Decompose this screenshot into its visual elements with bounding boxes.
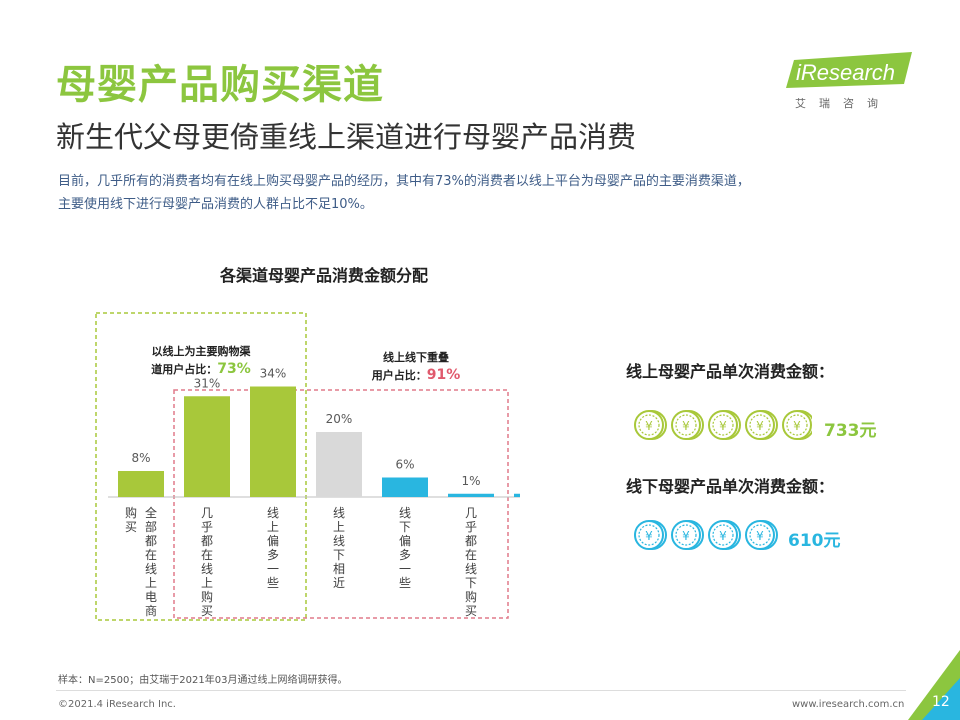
category-label-6: 几乎都在线下购买	[465, 506, 477, 618]
logo-wordmark: iResearch	[796, 60, 896, 85]
offline-coin-row: ¥ ¥ ¥ ¥	[634, 520, 778, 550]
svg-text:¥: ¥	[793, 419, 801, 433]
website-link[interactable]: www.iresearch.com.cn	[792, 699, 905, 710]
bar-6	[448, 493, 494, 497]
mixed-box-prefix: 用户占比：	[372, 368, 427, 382]
online-amount-heading: 线上母婴产品单次消费金额：	[626, 362, 835, 381]
online-amount-value: 733元	[824, 421, 877, 441]
category-label-1-line-1: 全部都在线上电商	[145, 505, 157, 618]
footer-divider	[56, 690, 906, 691]
offline-coin-icon-4: ¥	[745, 520, 778, 550]
mixed-box-line1: 线上线下重叠	[383, 350, 449, 364]
svg-text:¥: ¥	[756, 529, 764, 543]
logo-subtitle: 艾瑞咨询	[795, 97, 891, 110]
svg-text:¥: ¥	[719, 529, 727, 543]
online-coin-icon-1: ¥	[634, 410, 667, 440]
intro-line-2: 主要使用线下进行母婴产品消费的人群占比不足10%。	[58, 197, 373, 212]
page-title: 母婴产品购买渠道	[56, 62, 384, 108]
online-coin-icon-4: ¥	[745, 410, 778, 440]
bar-1	[118, 471, 164, 497]
category-label-3: 线上偏多一些	[267, 506, 279, 590]
svg-text:¥: ¥	[682, 529, 690, 543]
logo-banner-shape	[786, 52, 912, 88]
bar-value-label-3: 34%	[260, 367, 287, 381]
svg-text:¥: ¥	[645, 419, 653, 433]
page-number: 12	[932, 694, 950, 710]
category-label-4: 线上线下相近	[333, 506, 345, 590]
svg-text:¥: ¥	[645, 529, 653, 543]
bar-4	[316, 432, 362, 497]
online-coin-row: ¥ ¥ ¥ ¥ ¥	[634, 410, 812, 440]
svg-text:¥: ¥	[682, 419, 690, 433]
bar-value-label-5: 6%	[395, 458, 414, 472]
page-subtitle: 新生代父母更倚重线上渠道进行母婴产品消费	[56, 120, 637, 154]
bar-value-label-4: 20%	[326, 412, 353, 426]
mixed-share-value: 91%	[427, 367, 461, 383]
corner-decoration	[908, 650, 960, 720]
online-coin-icon-5: ¥	[782, 410, 812, 440]
category-label-1-line-2: 购买	[125, 505, 137, 534]
online-box-prefix: 道用户占比：	[151, 362, 217, 376]
offline-coin-icon-2: ¥	[671, 520, 704, 550]
chart-title: 各渠道母婴产品消费金额分配	[220, 266, 429, 285]
bar-7	[514, 493, 520, 497]
copyright-text: ©2021.4 iResearch Inc.	[58, 699, 176, 710]
category-label-5: 线下偏多一些	[399, 506, 411, 590]
svg-text:¥: ¥	[756, 419, 764, 433]
bar-value-label-6: 1%	[461, 474, 480, 488]
offline-coin-icon-3: ¥	[708, 520, 741, 550]
bar-2	[184, 396, 230, 497]
mixed-box-line2: 用户占比：91%	[372, 367, 461, 383]
online-share-value: 73%	[217, 361, 251, 377]
bar-5	[382, 477, 428, 497]
offline-amount-value: 610元	[788, 531, 841, 551]
online-group-box	[95, 312, 307, 621]
offline-amount-heading: 线下母婴产品单次消费金额：	[626, 477, 835, 496]
bar-chart: 以线上为主要购物渠 道用户占比：73% 线上线下重叠 用户占比：91% 8% 全部…	[95, 312, 520, 621]
online-box-line2: 道用户占比：73%	[151, 361, 251, 377]
bar-value-label-2: 31%	[194, 376, 221, 390]
online-coin-icon-3: ¥	[708, 410, 741, 440]
mixed-group-box	[173, 389, 509, 619]
iresearch-logo	[786, 52, 912, 88]
online-coin-icon-2: ¥	[671, 410, 704, 440]
category-label-2: 几乎都在线上购买	[201, 506, 213, 618]
svg-text:¥: ¥	[719, 419, 727, 433]
sample-footnote: 样本：N=2500；由艾瑞于2021年03月通过线上网络调研获得。	[58, 675, 348, 686]
bar-value-label-1: 8%	[131, 451, 150, 465]
bar-3	[250, 386, 296, 497]
intro-text: 目前，几乎所有的消费者均有在线上购买母婴产品的经历，其中有73%的消费者以线上平…	[58, 170, 918, 216]
intro-line-1: 目前，几乎所有的消费者均有在线上购买母婴产品的经历，其中有73%的消费者以线上平…	[58, 174, 750, 189]
offline-coin-icon-1: ¥	[634, 520, 667, 550]
online-box-line1: 以线上为主要购物渠	[152, 344, 252, 358]
